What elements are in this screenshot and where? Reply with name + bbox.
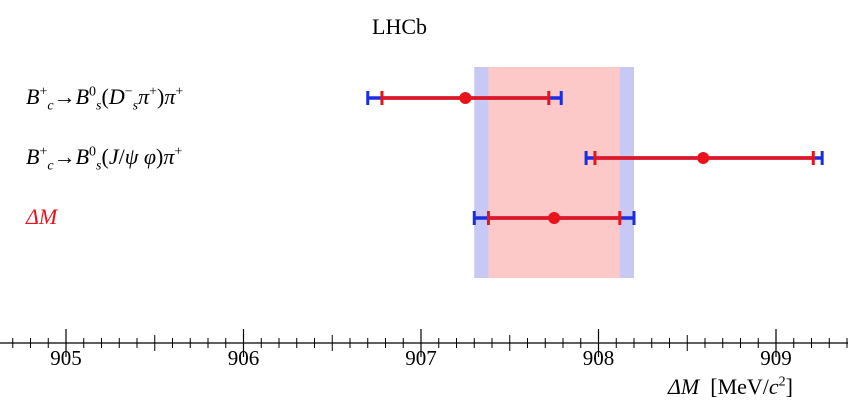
x-tick-label: 907 [405,346,437,370]
x-tick-label: 906 [228,346,260,370]
data-point [548,212,561,224]
data-point [459,92,472,104]
chart-title: LHCb [372,14,427,39]
x-tick-label: 908 [583,346,615,370]
x-axis-label: ΔM [MeV/c2] [668,374,793,399]
measurement-label-1: B+c→B0s(D−sπ+)π+ [26,84,184,114]
x-tick-label: 909 [760,346,792,370]
x-tick-label: 905 [50,346,82,370]
measurement-label-3: ΔM [26,204,58,229]
measurement-label-2: B+c→B0s(J/ψ φ)π+ [26,144,183,174]
stat-uncertainty-band [488,67,620,278]
data-point [697,152,710,164]
